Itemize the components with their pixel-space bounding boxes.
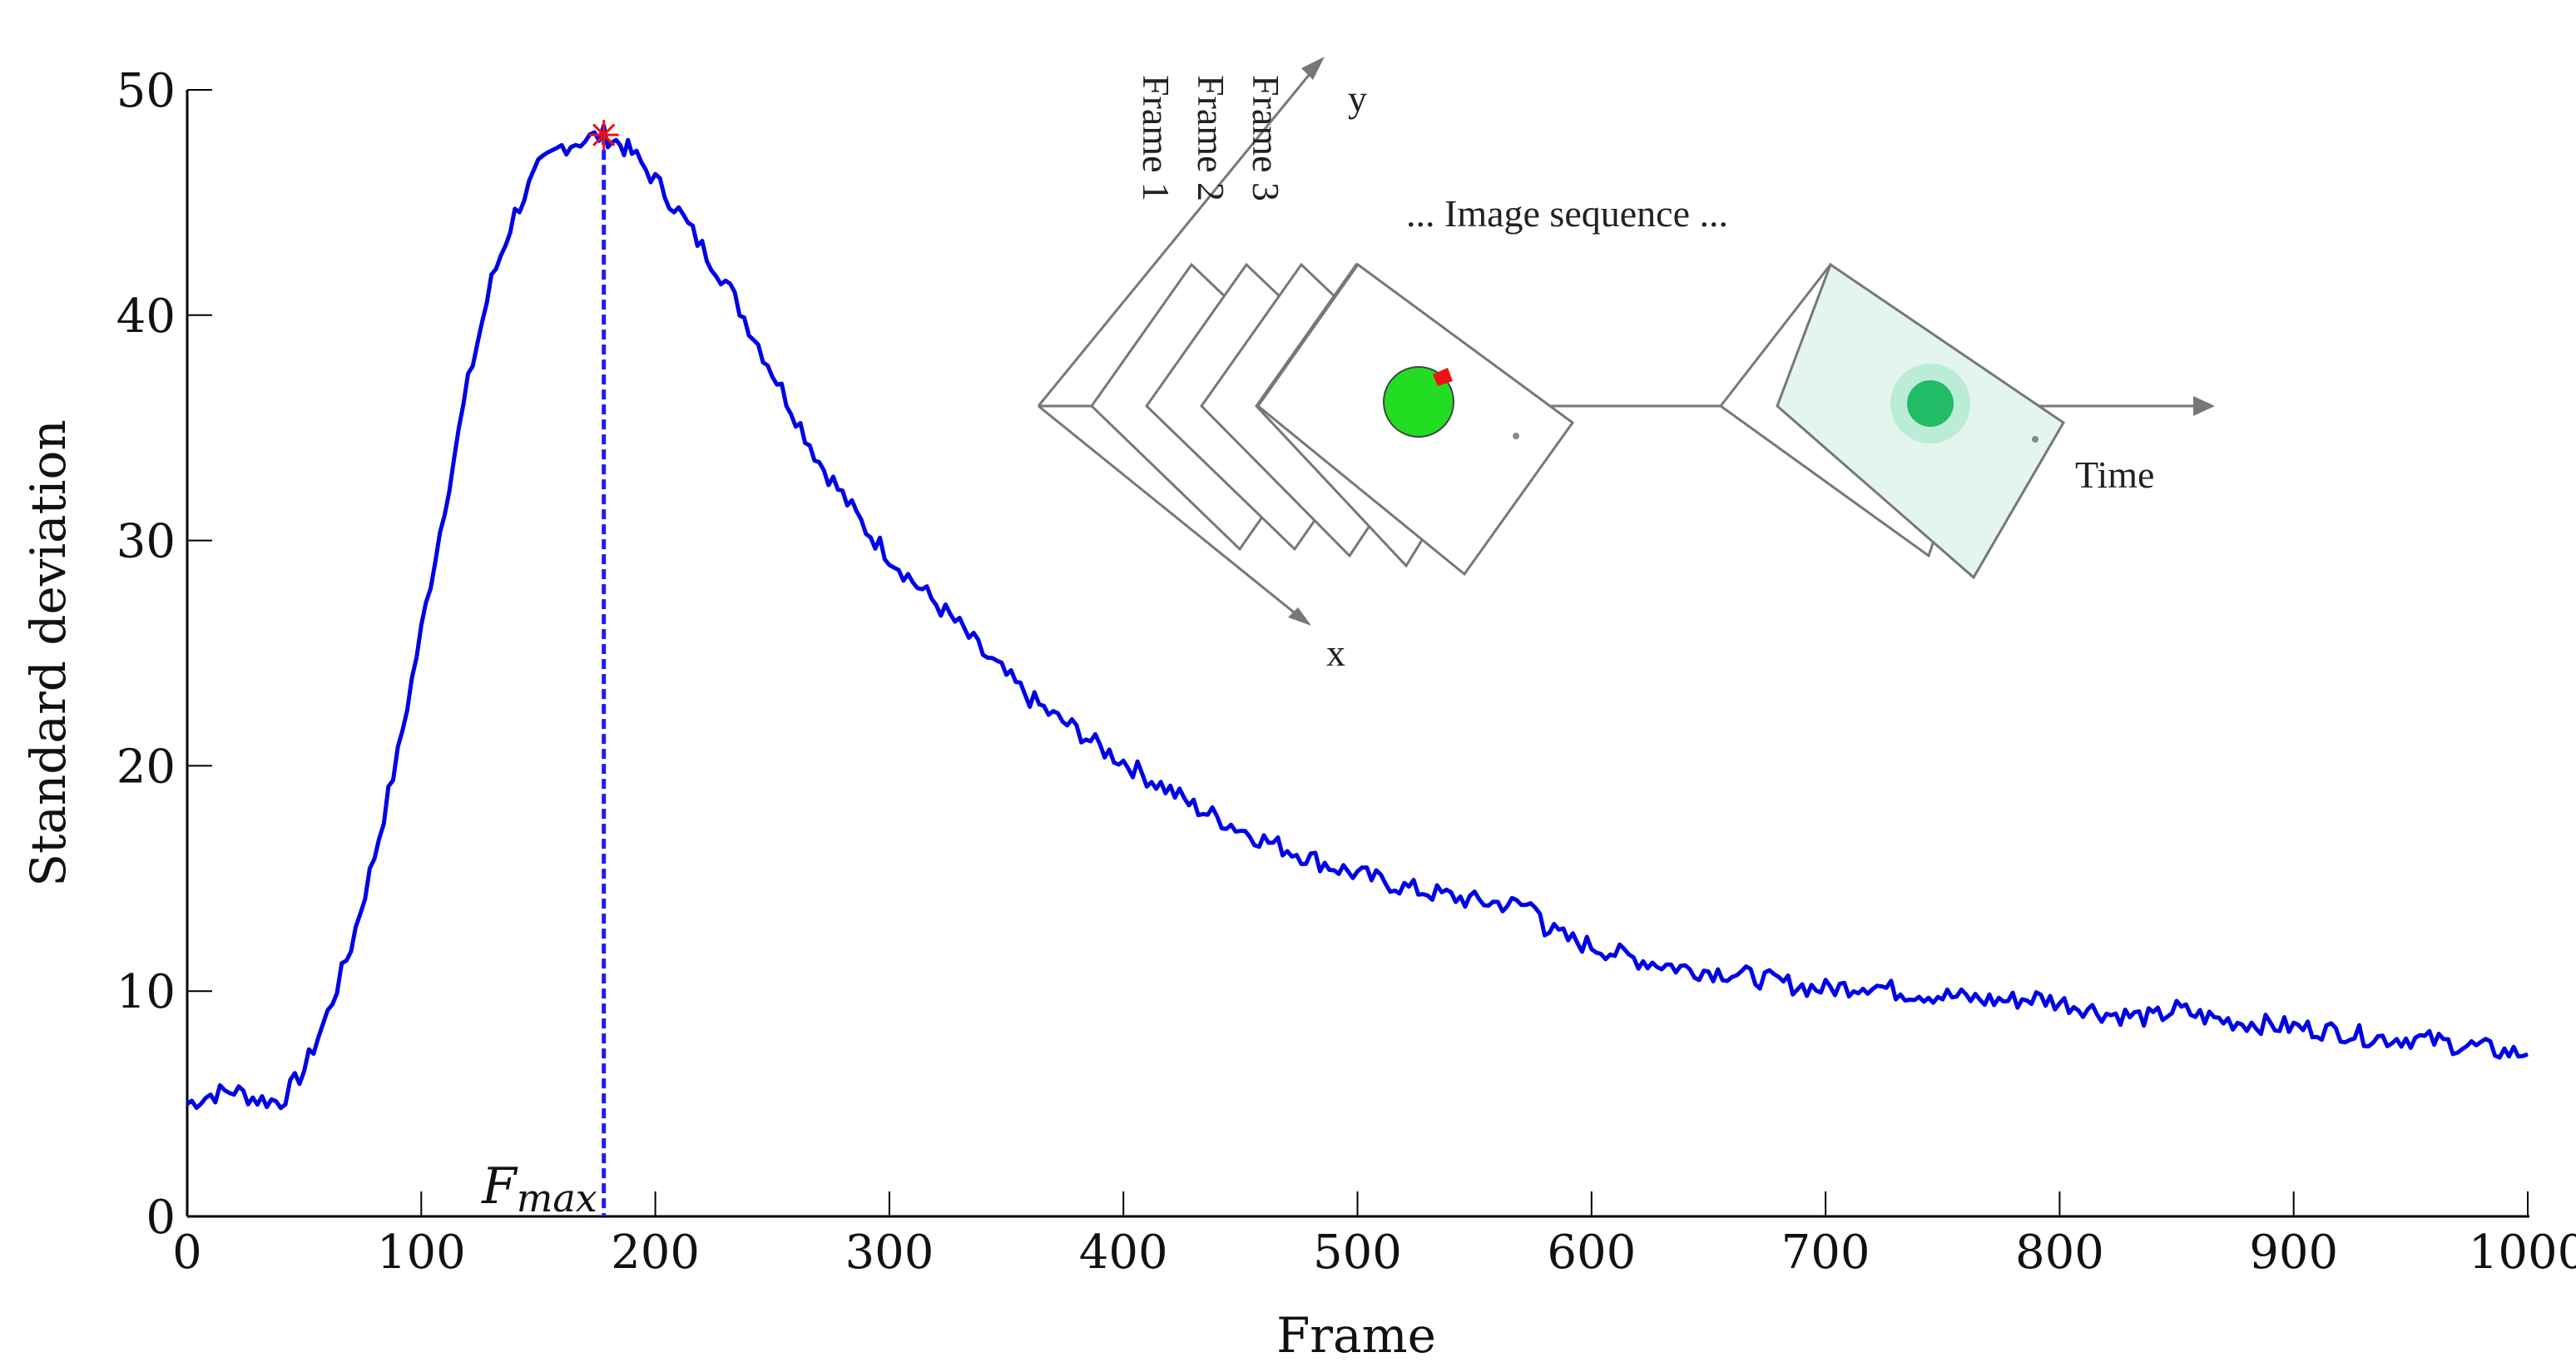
inset-time-arrowhead [2193, 396, 2215, 416]
series-line-0 [186, 123, 2529, 1111]
early-blob [1383, 366, 1454, 438]
y-tick-label-0: 0 [146, 1191, 176, 1245]
y-tick-label-50: 50 [116, 64, 176, 118]
x-tick-label-0: 0 [172, 1226, 202, 1280]
y-tick-label-10: 10 [116, 965, 176, 1019]
x-tick-label-100: 100 [377, 1226, 466, 1280]
peak-marker [588, 120, 619, 151]
x-tick-label-800: 800 [2015, 1226, 2104, 1280]
inset-x-axis [1038, 404, 1307, 624]
sequence-label: ... Image sequence ... [1406, 192, 1728, 235]
inset-x-arrowhead [1288, 607, 1311, 626]
late-small-dot [2032, 436, 2039, 443]
axes: 0 100 200 300 400 500 600 700 800 900 1000 0 10 20 30… [116, 64, 2576, 1280]
frame-2-label: Frame 2 [1190, 75, 1232, 201]
y-tick-label-30: 30 [116, 515, 176, 569]
inset-diagram: Frame 1 Frame 2 Frame 3 ... Image sequen… [1037, 57, 2215, 674]
x-tick-label-500: 500 [1313, 1226, 1402, 1280]
fmax-label: Fmax [481, 1157, 597, 1221]
y-tick-label-20: 20 [116, 740, 176, 794]
time-label: Time [2075, 453, 2154, 496]
x-axis-title: Frame [1276, 1307, 1436, 1364]
inset-y-label: y [1348, 77, 1367, 120]
peak-marker-stroke-3 [592, 123, 616, 146]
x-tick-label-300: 300 [845, 1226, 934, 1280]
y-axis-title: Standard deviation [20, 419, 77, 886]
x-tick-label-200: 200 [611, 1226, 700, 1280]
frame-1-label: Frame 1 [1135, 75, 1177, 201]
y-ticks: 0 10 20 30 40 50 [116, 64, 212, 1245]
y-tick-label-40: 40 [116, 290, 176, 344]
small-dot [1513, 433, 1519, 439]
frame-3-label: Frame 3 [1245, 75, 1287, 201]
x-tick-label-900: 900 [2249, 1226, 2338, 1280]
x-ticks: 0 100 200 300 400 500 600 700 800 900 1000 [172, 1191, 2576, 1280]
inset-y-arrowhead [1301, 57, 1325, 80]
late-blob [1907, 380, 1954, 427]
x-tick-label-700: 700 [1781, 1226, 1870, 1280]
series-layer [186, 123, 2529, 1111]
x-tick-label-1000: 1000 [2469, 1226, 2576, 1280]
x-tick-label-600: 600 [1547, 1226, 1636, 1280]
peak-annotation: Fmax [481, 120, 619, 1221]
fmax-subscript: max [517, 1176, 597, 1221]
inset-x-label: x [1326, 632, 1345, 674]
x-tick-label-400: 400 [1079, 1226, 1168, 1280]
inset-y-axis [1037, 59, 1323, 407]
red-marker [1433, 368, 1453, 386]
fmax-main: F [481, 1157, 518, 1216]
